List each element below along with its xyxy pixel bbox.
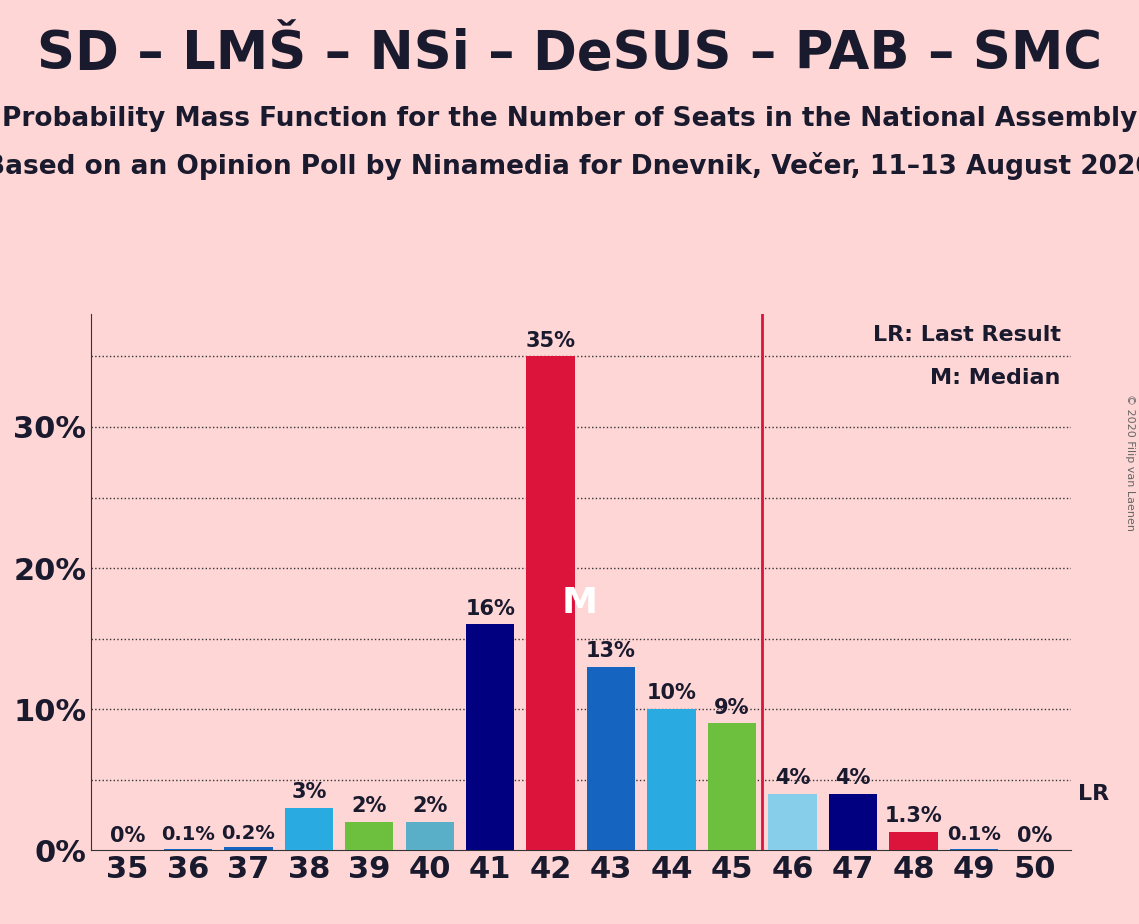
Text: LR: LR (1077, 784, 1108, 804)
Text: 13%: 13% (587, 641, 636, 661)
Text: LR: Last Result: LR: Last Result (872, 325, 1060, 345)
Bar (285, 808, 333, 850)
Bar (950, 848, 998, 850)
Text: 0%: 0% (1017, 826, 1052, 845)
Bar (405, 821, 454, 850)
Bar (164, 848, 212, 850)
Bar (526, 357, 575, 850)
Text: 9%: 9% (714, 698, 749, 718)
Text: 0.1%: 0.1% (947, 825, 1001, 845)
Text: 2%: 2% (412, 796, 448, 816)
Bar (345, 821, 393, 850)
Bar (466, 625, 515, 850)
Bar (890, 832, 937, 850)
Bar (829, 794, 877, 850)
Bar (707, 723, 756, 850)
Text: 4%: 4% (835, 768, 870, 788)
Text: 16%: 16% (465, 599, 515, 619)
Text: 0.1%: 0.1% (161, 825, 215, 845)
Bar (224, 847, 272, 850)
Text: 35%: 35% (526, 331, 575, 351)
Text: © 2020 Filip van Laenen: © 2020 Filip van Laenen (1125, 394, 1134, 530)
Text: 10%: 10% (647, 684, 697, 703)
Text: M: Median: M: Median (931, 368, 1060, 388)
Text: Probability Mass Function for the Number of Seats in the National Assembly: Probability Mass Function for the Number… (2, 106, 1137, 132)
Bar (769, 794, 817, 850)
Text: 0%: 0% (109, 826, 145, 845)
Text: 4%: 4% (775, 768, 810, 788)
Text: M: M (562, 586, 598, 620)
Text: Based on an Opinion Poll by Ninamedia for Dnevnik, Večer, 11–13 August 2020: Based on an Opinion Poll by Ninamedia fo… (0, 152, 1139, 180)
Text: 2%: 2% (352, 796, 387, 816)
Text: 1.3%: 1.3% (885, 806, 942, 826)
Bar (587, 667, 636, 850)
Text: SD – LMŠ – NSi – DeSUS – PAB – SMC: SD – LMŠ – NSi – DeSUS – PAB – SMC (36, 28, 1103, 79)
Bar (647, 709, 696, 850)
Text: 3%: 3% (292, 782, 327, 802)
Text: 0.2%: 0.2% (221, 824, 276, 843)
